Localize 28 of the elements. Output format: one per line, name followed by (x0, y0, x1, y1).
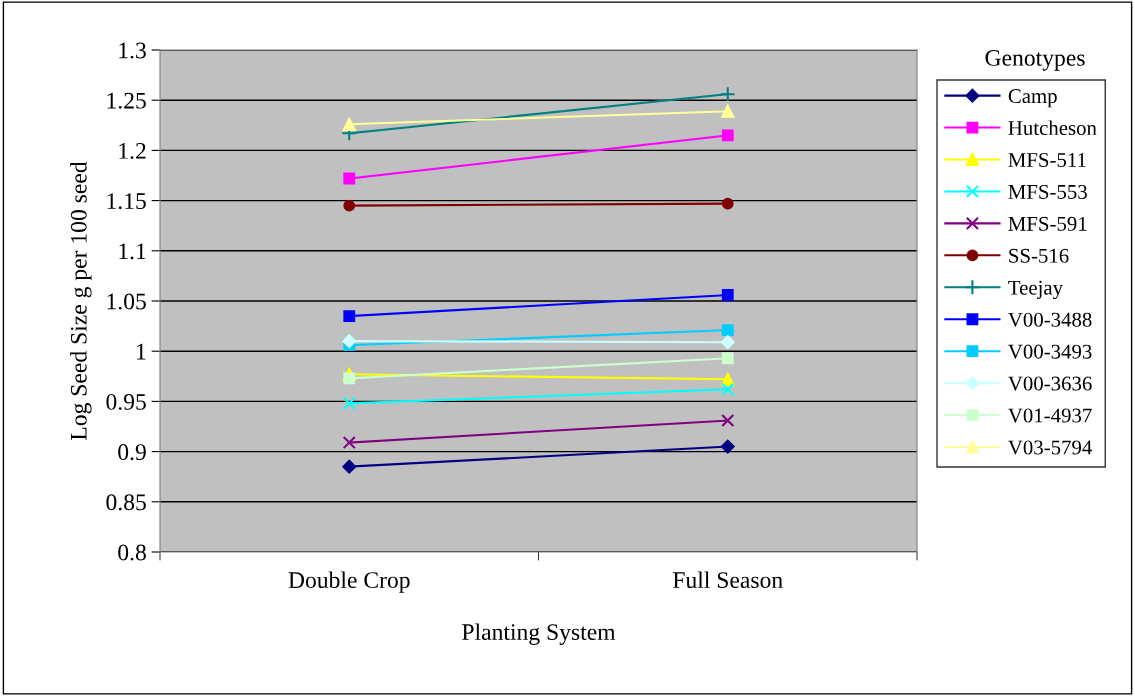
legend-title: Genotypes (985, 49, 1085, 71)
y-tick-label: 1.2 (119, 142, 146, 159)
legend-label: V00-3488 (1008, 312, 1092, 327)
legend-label: MFS-553 (1008, 184, 1087, 199)
y-tick-label: 1.3 (119, 42, 146, 59)
y-tick-label: 0.8 (118, 544, 146, 561)
y-tick-label: 0.85 (106, 494, 146, 511)
x-tick-label: Full Season (673, 571, 783, 589)
legend-label: V01-4937 (1008, 408, 1092, 423)
legend-label: V03-5794 (1008, 440, 1092, 455)
y-tick-label: 0.95 (106, 393, 146, 410)
legend-label: SS-516 (1009, 248, 1069, 263)
y-tick-label: 1.15 (107, 193, 146, 210)
legend-label: Hutcheson (1008, 120, 1097, 136)
legend-label: Teejay (1008, 280, 1063, 300)
y-tick-label: 1.1 (119, 243, 146, 260)
x-tick-label: Double Crop (288, 571, 410, 593)
legend-label: Camp (1008, 89, 1057, 108)
legend-label: V00-3636 (1008, 376, 1092, 391)
y-tick-label: 1 (137, 343, 146, 360)
y-tick-label: 0.9 (118, 444, 146, 461)
y-tick-label: 1.05 (107, 293, 146, 310)
y-tick-label: 1.25 (107, 92, 146, 109)
x-axis-title: Planting System (462, 623, 616, 645)
y-axis-title: Log Seed Size g per 100 seed (70, 161, 92, 440)
legend-label: MFS-511 (1008, 152, 1086, 167)
legend-label: V00-3493 (1008, 344, 1092, 359)
legend-label: MFS-591 (1008, 216, 1087, 231)
